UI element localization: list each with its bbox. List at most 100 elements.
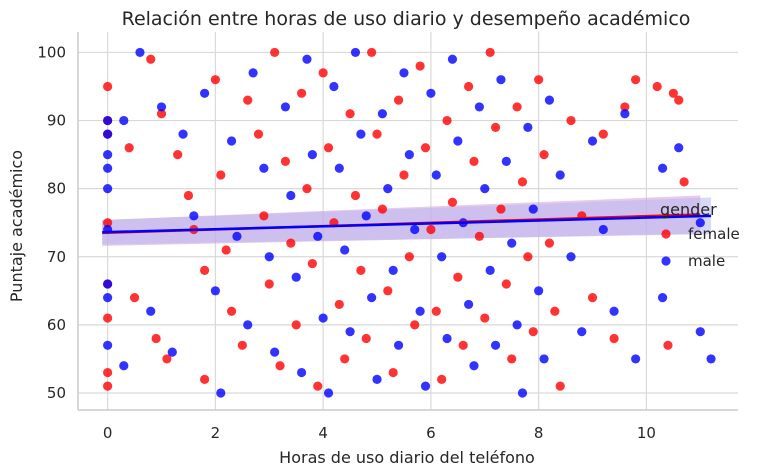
point-male [534, 286, 544, 296]
regression-line-male [102, 214, 712, 234]
point-female [453, 272, 463, 282]
point-female [216, 170, 226, 180]
point-female [507, 354, 517, 364]
point-male [544, 95, 555, 105]
point-male [119, 361, 129, 371]
point-female [431, 306, 441, 316]
point-male [210, 286, 220, 296]
point-female [679, 177, 689, 187]
point-female [388, 367, 398, 378]
point-male [431, 170, 441, 180]
point-female [674, 95, 684, 105]
point-female [307, 258, 317, 269]
point-male [103, 149, 113, 160]
point-male [156, 102, 167, 112]
x-tick-label: 0 [103, 424, 113, 442]
point-female [598, 129, 608, 139]
point-female [361, 333, 371, 344]
point-male [485, 265, 495, 275]
point-female [226, 306, 237, 316]
legend-label-male: male [688, 252, 725, 270]
point-female [399, 170, 409, 180]
point-female [544, 238, 555, 248]
y-tick-label: 80 [47, 180, 66, 198]
point-male [313, 231, 323, 241]
point-male [566, 252, 576, 262]
point-male [356, 129, 366, 139]
point-male [302, 54, 312, 64]
point-male [119, 115, 129, 126]
point-female [437, 374, 447, 384]
point-male [442, 333, 452, 344]
point-female [221, 245, 231, 255]
point-male [674, 143, 684, 153]
point-female [555, 381, 565, 391]
point-female [512, 102, 522, 112]
point-male [528, 204, 538, 214]
point-female [291, 320, 301, 330]
y-tick-label: 50 [47, 384, 66, 402]
point-male [232, 231, 242, 241]
point-male [480, 184, 490, 194]
point-female [377, 204, 388, 214]
point-female [318, 68, 328, 78]
confidence-band-male [102, 197, 712, 245]
point-female [550, 306, 560, 316]
point-male [420, 381, 431, 391]
point-female [264, 279, 274, 289]
point-male [243, 320, 253, 330]
point-female [367, 47, 377, 58]
confidence-bands [102, 195, 712, 246]
point-female [280, 156, 291, 167]
point-male [474, 102, 484, 112]
tick-labels: 0 2 4 6 8 10 50 60 70 80 90 100 [37, 43, 656, 442]
point-female [345, 109, 355, 119]
point-male [270, 347, 280, 357]
point-female [652, 81, 662, 92]
point-female [474, 231, 484, 241]
point-female [210, 75, 220, 85]
point-male [399, 68, 409, 78]
point-female [103, 218, 113, 228]
point-female [129, 293, 140, 303]
point-male [447, 54, 458, 64]
point-male [657, 293, 668, 303]
point-male [103, 279, 113, 289]
point-male [350, 47, 361, 58]
point-male [367, 293, 377, 303]
point-female [200, 374, 210, 384]
point-female [270, 47, 280, 58]
point-female [523, 252, 533, 262]
point-male [178, 129, 188, 139]
point-female [426, 224, 436, 235]
point-male [464, 299, 474, 310]
point-male [609, 306, 619, 316]
point-female [243, 95, 253, 105]
point-male [631, 354, 641, 364]
point-female [200, 265, 210, 275]
legend-marker-female [661, 229, 671, 239]
point-male [383, 184, 393, 194]
point-female [620, 102, 630, 112]
point-female [442, 115, 452, 126]
x-axis-label: Horas de uso diario del teléfono [279, 448, 535, 467]
point-male [388, 265, 398, 275]
x-tick-label: 4 [318, 424, 328, 442]
chart-title: Relación entre horas de uso diario y des… [122, 8, 691, 30]
point-male [146, 306, 156, 316]
point-female [485, 47, 495, 58]
legend-marker-male [661, 256, 671, 266]
point-female [420, 143, 431, 153]
point-male [512, 320, 522, 330]
point-male [577, 327, 587, 337]
point-female [480, 313, 490, 323]
y-tick-label: 100 [37, 43, 66, 61]
point-female [313, 381, 323, 391]
point-male [296, 367, 307, 378]
point-male [410, 224, 420, 235]
point-male [189, 211, 199, 221]
point-female [259, 211, 269, 221]
point-female [162, 354, 172, 364]
point-female [103, 81, 113, 92]
point-male [103, 115, 113, 126]
